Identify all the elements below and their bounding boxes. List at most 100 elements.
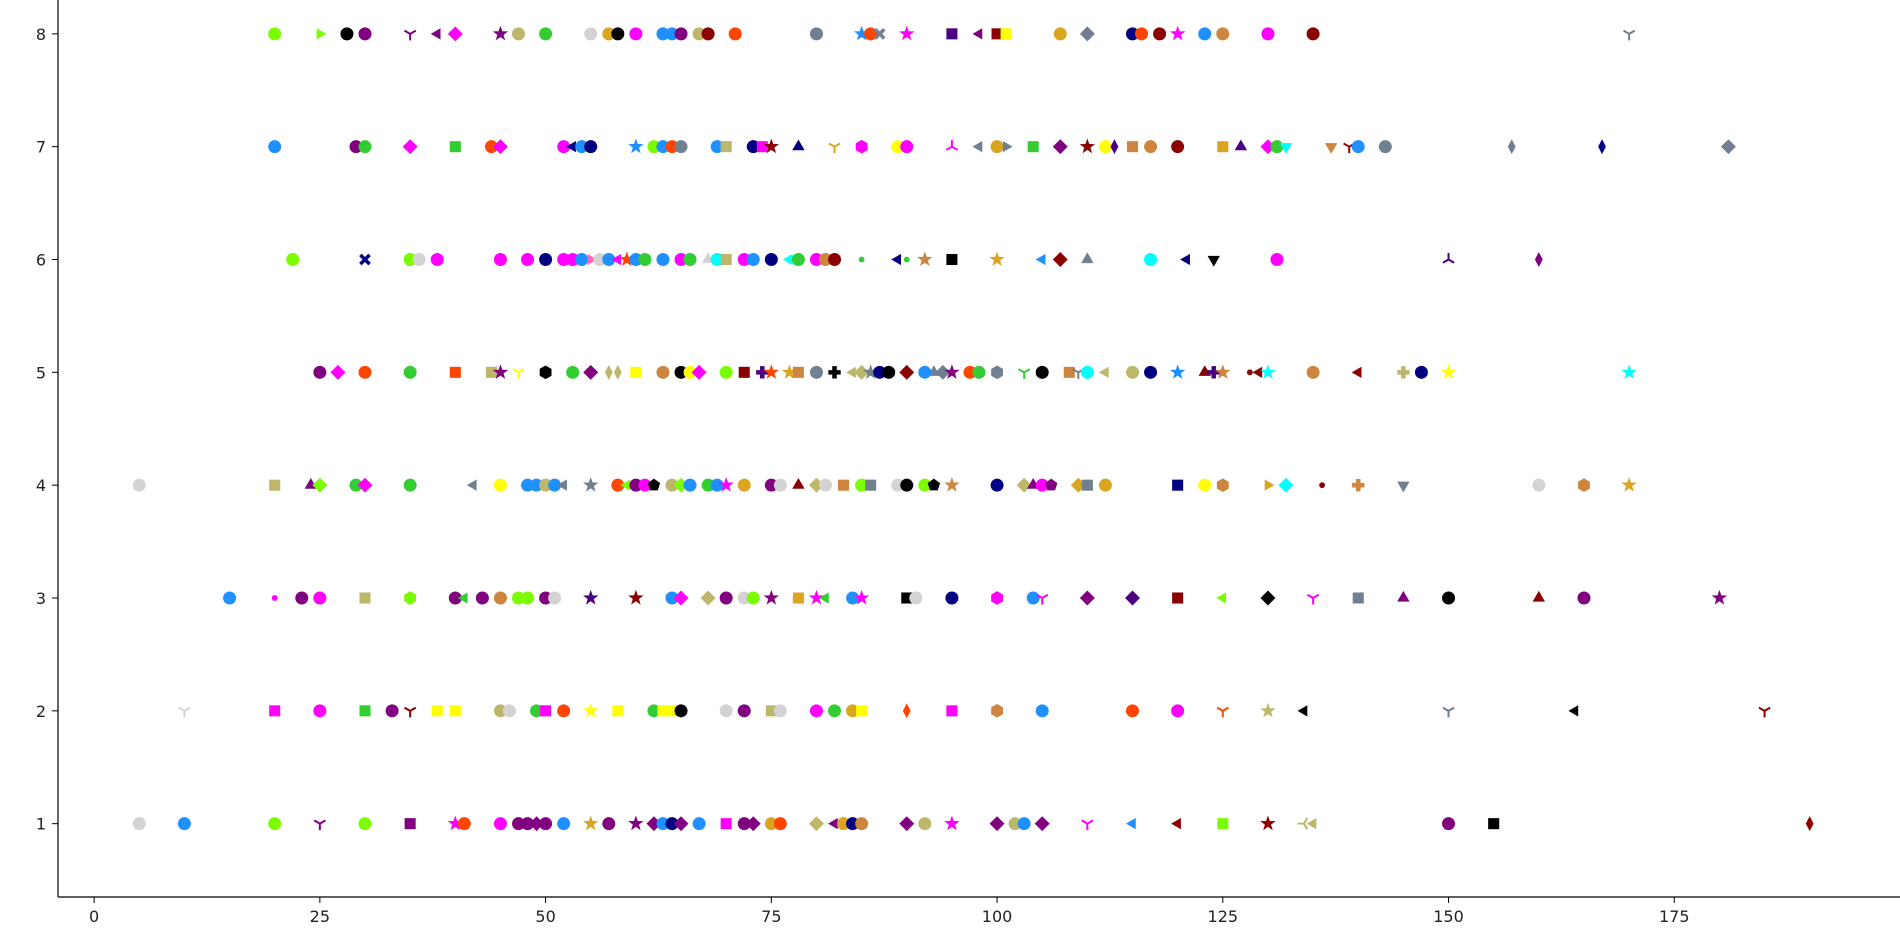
data-point (475, 591, 489, 605)
data-point (583, 364, 599, 380)
data-point (1169, 25, 1186, 41)
data-point (1126, 27, 1139, 41)
data-point (1260, 364, 1276, 379)
data-point (756, 141, 768, 153)
data-point (628, 138, 644, 154)
y-tick-label: 2 (36, 702, 46, 721)
data-point (710, 478, 724, 492)
data-point (313, 704, 327, 718)
data-point (918, 817, 932, 831)
data-point (583, 815, 599, 831)
data-point (1035, 704, 1049, 718)
data-point (656, 817, 670, 831)
data-point (853, 589, 870, 605)
x-tick-label: 100 (982, 907, 1013, 926)
data-point (991, 28, 1003, 40)
x-tick-label: 50 (535, 907, 555, 926)
data-point (1278, 477, 1294, 493)
data-point (1306, 593, 1320, 605)
data-point (862, 364, 879, 379)
data-point (1016, 477, 1032, 493)
data-point (737, 591, 751, 605)
data-point (566, 365, 580, 379)
data-point (737, 253, 751, 267)
data-point (773, 817, 787, 831)
data-point (493, 478, 507, 492)
data-point (1053, 27, 1067, 41)
data-point (1352, 592, 1364, 604)
data-point (268, 140, 282, 154)
data-point (855, 817, 869, 831)
data-point (566, 141, 576, 153)
data-point (313, 819, 326, 831)
data-point (629, 478, 643, 492)
data-point (763, 589, 780, 605)
data-point (1306, 818, 1317, 830)
data-point (891, 140, 905, 154)
data-point (313, 591, 327, 605)
data-point (746, 591, 760, 605)
data-point (665, 478, 679, 492)
data-point (1081, 479, 1093, 491)
data-point (665, 591, 679, 605)
data-point (1098, 366, 1109, 378)
data-point (1442, 706, 1455, 718)
data-point (1507, 139, 1516, 155)
data-point (1144, 365, 1158, 379)
data-point (991, 704, 1003, 718)
data-point (402, 139, 418, 155)
data-point (674, 140, 688, 154)
data-point (882, 365, 896, 379)
data-point (1577, 591, 1591, 605)
data-point (701, 478, 715, 492)
data-point (1144, 140, 1158, 154)
data-point (901, 592, 913, 604)
data-point (792, 478, 805, 489)
data-point (701, 27, 715, 41)
data-point (457, 817, 471, 831)
data-point (1079, 26, 1095, 42)
data-point (781, 364, 798, 379)
x-tick-label: 0 (89, 907, 99, 926)
data-point (792, 592, 804, 604)
data-point (1568, 705, 1579, 717)
data-point (403, 365, 417, 379)
data-point (903, 256, 910, 263)
data-point (763, 138, 780, 154)
data-point (858, 256, 865, 263)
data-point (710, 140, 724, 154)
data-point (765, 705, 777, 717)
data-point (989, 251, 1005, 267)
data-point (692, 27, 706, 41)
data-point (1621, 364, 1637, 379)
data-point (1324, 143, 1338, 154)
data-point (619, 251, 635, 267)
data-point (1052, 252, 1068, 267)
data-point (602, 27, 616, 41)
data-point (764, 478, 778, 492)
data-point (611, 478, 625, 492)
data-point (946, 28, 958, 40)
data-point (1711, 589, 1728, 605)
data-point (358, 140, 372, 154)
data-point (791, 253, 805, 267)
data-point (666, 705, 678, 717)
data-point (1135, 27, 1149, 41)
data-point (1351, 366, 1362, 378)
data-point (864, 27, 878, 41)
data-point (587, 253, 598, 266)
data-point (946, 253, 958, 266)
data-point (656, 140, 670, 154)
data-point (584, 27, 598, 41)
data-point (720, 253, 732, 266)
data-point (493, 704, 507, 718)
data-point (909, 591, 923, 605)
data-point (1171, 704, 1185, 718)
data-point (837, 817, 851, 831)
data-point (728, 27, 742, 41)
data-point (404, 29, 417, 41)
x-tick-label: 25 (310, 907, 330, 926)
data-point (268, 817, 282, 831)
y-tick-label: 8 (36, 25, 46, 44)
